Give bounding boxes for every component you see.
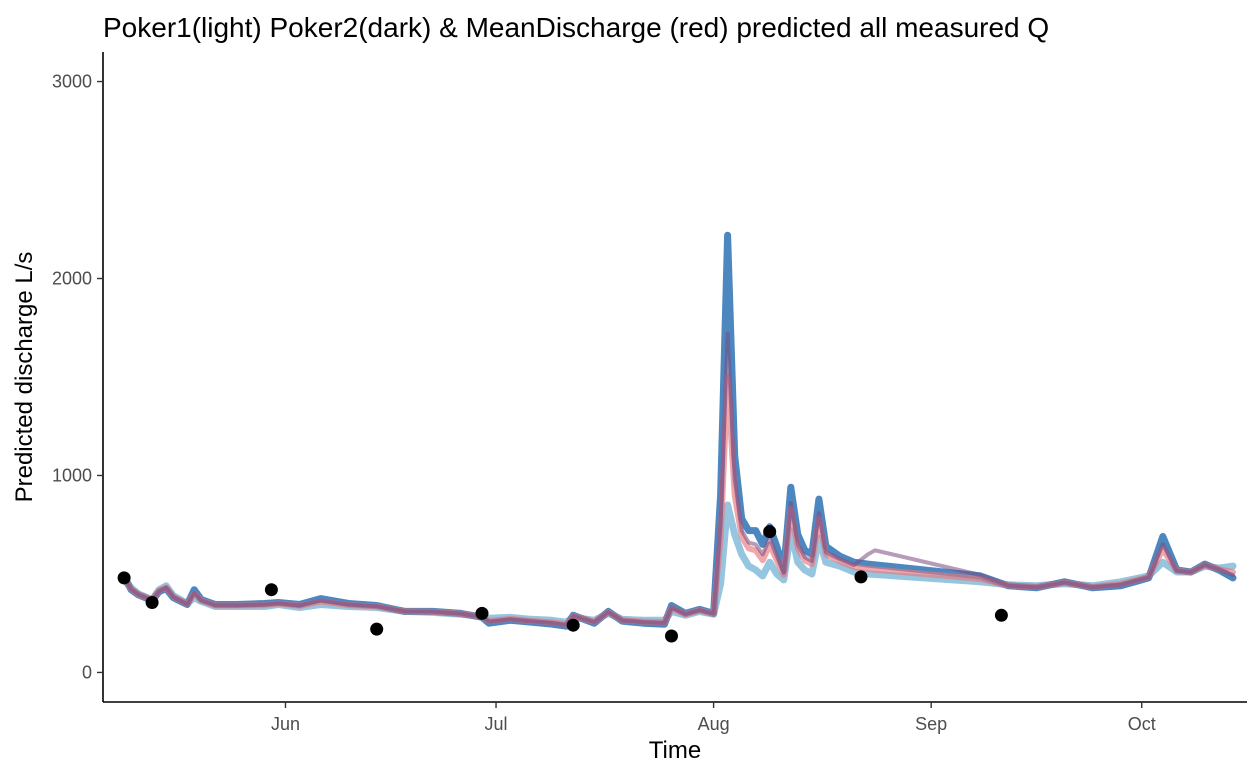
y-tick-label: 1000 bbox=[52, 465, 92, 485]
series-line-4 bbox=[122, 331, 1235, 627]
measured-point-6 bbox=[566, 618, 580, 632]
measured-points-layer bbox=[117, 525, 1008, 643]
measured-point-10 bbox=[994, 608, 1008, 622]
y-axis-ticks: 0 1000 2000 3000 bbox=[52, 72, 103, 682]
chart-title: Poker1(light) Poker2(dark) & MeanDischar… bbox=[103, 12, 1049, 43]
x-tick-label: Aug bbox=[698, 714, 730, 734]
measured-point-8 bbox=[763, 525, 777, 539]
measured-point-5 bbox=[475, 606, 489, 620]
measured-point-3 bbox=[264, 583, 278, 597]
x-tick-label: Jul bbox=[485, 714, 508, 734]
measured-point-2 bbox=[145, 596, 159, 609]
x-tick-label: Sep bbox=[915, 714, 947, 734]
measured-point-9 bbox=[854, 570, 868, 584]
measured-point-4 bbox=[370, 622, 384, 636]
y-tick-label: 0 bbox=[82, 662, 92, 682]
y-tick-label: 3000 bbox=[52, 72, 92, 92]
measured-point-1 bbox=[117, 571, 131, 585]
plot-area bbox=[117, 231, 1237, 643]
y-tick-label: 2000 bbox=[52, 269, 92, 289]
measured-point-7 bbox=[665, 629, 678, 643]
x-tick-label: Jun bbox=[271, 714, 300, 734]
series-line-2 bbox=[120, 231, 1237, 630]
x-axis-ticks: Jun Jul Aug Sep Oct bbox=[271, 702, 1156, 734]
x-axis-title: Time bbox=[649, 737, 701, 764]
y-axis-title: Predicted discharge L/s bbox=[11, 252, 38, 503]
x-tick-label: Oct bbox=[1128, 714, 1156, 734]
series-layer bbox=[120, 231, 1237, 630]
